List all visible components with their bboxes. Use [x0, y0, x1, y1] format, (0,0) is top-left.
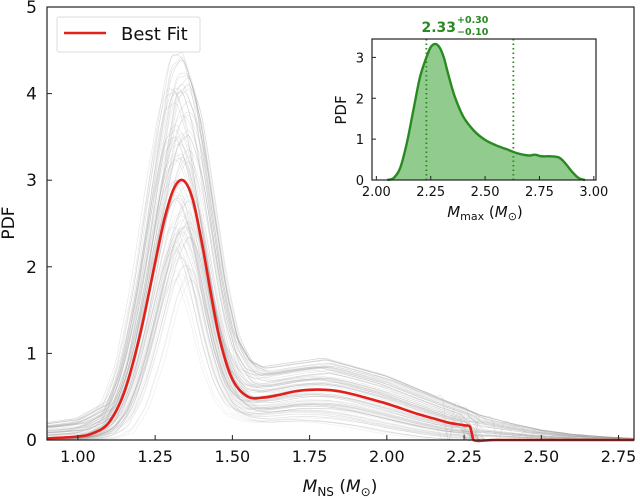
main-x-tick-label: 1.75	[292, 447, 328, 466]
main-series-group	[46, 178, 634, 443]
inset-xlabel-unit: M	[495, 203, 508, 221]
inset-area-fill	[387, 43, 586, 181]
inset-y-axis-label: PDF	[332, 95, 350, 124]
posterior-sample-curve	[46, 153, 635, 440]
main-x-tick-label: 1.00	[60, 447, 96, 466]
posterior-sample-curve	[47, 150, 635, 440]
legend-box	[56, 16, 201, 53]
inset-y-tick-label: 0	[356, 174, 364, 189]
inset-x-tick-label: 2.75	[525, 185, 554, 200]
main-y-tick-label: 2	[26, 258, 37, 278]
posterior-sample-curve	[46, 136, 634, 441]
posterior-sample-curve	[46, 91, 635, 440]
inset-xlabel-symbol: M	[447, 203, 460, 221]
inset-x-ticks: 2.00 2.25 2.50 2.75 3.00	[362, 176, 608, 200]
posterior-sample-curve	[46, 88, 635, 440]
posterior-sample-curve	[46, 130, 635, 440]
inset-xlabel-sub: max	[460, 210, 484, 223]
posterior-sample-curve	[46, 115, 635, 441]
inset-y-tick-label: 3	[356, 51, 364, 66]
legend: Best Fit	[56, 16, 201, 53]
inset-xlabel-open: (	[484, 203, 495, 221]
posterior-sample-curve	[46, 158, 635, 440]
main-x-tick-label: 2.25	[446, 447, 482, 466]
inset-annotation-plus: +0.30	[457, 15, 489, 26]
posterior-sample-curve	[46, 77, 635, 441]
main-x-tick-label: 1.25	[137, 447, 173, 466]
main-xlabel-close: )	[371, 477, 378, 497]
inset-x-tick-label: 2.25	[416, 185, 445, 200]
main-y-ticks: 0 1 2 3 4 5	[26, 0, 52, 451]
main-x-tick-label: 2.75	[601, 447, 637, 466]
posterior-sample-curve	[46, 154, 634, 441]
main-xlabel-open: (	[334, 477, 346, 497]
main-x-axis-label: MNS (M⊙)	[303, 477, 378, 499]
inset-annotation-value: 2.33	[421, 20, 456, 36]
main-y-tick-label: 0	[26, 431, 37, 451]
posterior-sample-curve	[46, 72, 635, 441]
posterior-sample-curve	[46, 157, 635, 440]
main-xlabel-symbol: M	[303, 477, 318, 497]
posterior-sample-curve	[46, 159, 634, 441]
posterior-sample-curve	[46, 91, 634, 441]
posterior-sample-curve	[47, 156, 635, 441]
posterior-sample-curve	[46, 84, 635, 439]
posterior-sample-curve	[46, 139, 634, 441]
posterior-sample-curve	[46, 88, 635, 441]
inset-credible-interval-lines	[425, 39, 515, 180]
posterior-sample-curve	[46, 103, 634, 441]
posterior-sample-curve	[46, 90, 635, 439]
posterior-sample-curve	[46, 124, 635, 440]
posterior-sample-curve	[46, 133, 635, 440]
main-y-tick-label: 3	[26, 171, 37, 191]
main-x-tick-label: 2.00	[369, 447, 405, 466]
inset-y-tick-label: 1	[356, 133, 364, 148]
posterior-sample-curve	[46, 59, 635, 441]
posterior-sample-curve	[46, 75, 635, 439]
main-x-ticks: 1.00 1.25 1.50 1.75 2.00 2.25 2.50 2.75	[60, 435, 636, 466]
inset-axes-frame	[371, 38, 597, 181]
posterior-sample-curve	[46, 88, 635, 439]
inset-x-axis-label: Mmax (M⊙)	[447, 203, 523, 223]
inset-x-tick-label: 2.00	[362, 185, 391, 200]
inset-annotation: 2.33 +0.30 −0.10	[421, 15, 488, 38]
inset-pdf-line	[386, 42, 586, 182]
posterior-sample-curve	[46, 85, 635, 441]
inset-xlabel-unit-sub: ⊙	[508, 210, 517, 223]
posterior-sample-curve	[46, 54, 635, 439]
posterior-sample-curve	[46, 52, 635, 441]
main-xlabel-unit: M	[346, 477, 361, 497]
inset-y-tick-label: 2	[356, 92, 364, 107]
inset-series-group	[386, 42, 586, 182]
main-x-tick-label: 1.50	[215, 447, 251, 466]
inset-annotation-minus: −0.10	[457, 27, 489, 38]
main-y-tick-label: 5	[26, 0, 37, 18]
main-y-axis-label: PDF	[0, 206, 19, 239]
posterior-sample-curve	[46, 129, 634, 441]
main-x-tick-label: 2.50	[524, 447, 560, 466]
main-axes-frame	[46, 6, 635, 441]
inset-x-tick-label: 2.50	[471, 185, 500, 200]
inset-xlabel-close: )	[517, 203, 523, 221]
posterior-sample-curve	[46, 83, 635, 439]
posterior-sample-curve	[46, 137, 634, 441]
posterior-sample-curve	[46, 101, 635, 439]
inset-x-tick-label: 3.00	[579, 185, 608, 200]
best-fit-line	[46, 178, 634, 443]
main-xlabel-sub: NS	[317, 485, 334, 499]
posterior-sample-curve	[47, 161, 634, 441]
posterior-sample-curve	[46, 143, 635, 440]
main-y-tick-label: 1	[26, 344, 37, 364]
inset-y-ticks: 0 1 2 3	[356, 51, 376, 189]
main-y-tick-label: 4	[26, 85, 37, 105]
posterior-sample-curve	[46, 60, 635, 439]
legend-label-best-fit: Best Fit	[121, 24, 188, 45]
main-xlabel-unit-sub: ⊙	[361, 485, 371, 499]
posterior-sample-curve	[46, 56, 635, 439]
